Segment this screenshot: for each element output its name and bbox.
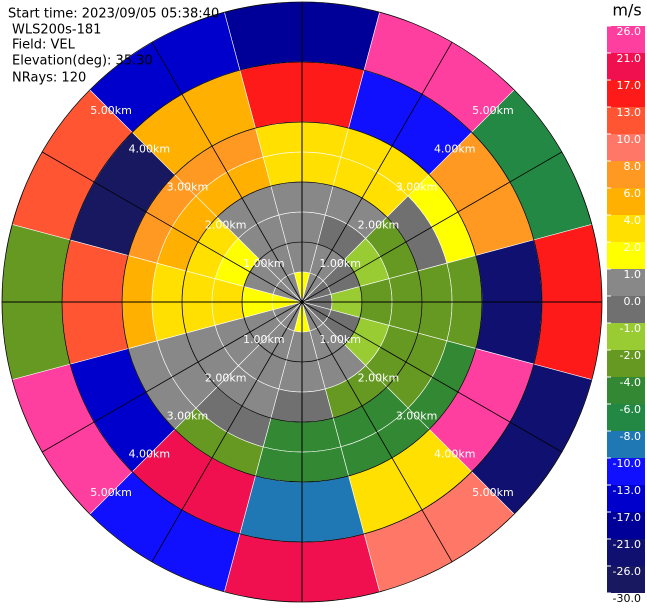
ring-label: 1.00km — [243, 257, 285, 270]
ring-label: 1.00km — [319, 257, 361, 270]
header: Start time: 2023/09/05 05:38:40 WLS200s-… — [8, 7, 219, 86]
header-line: Field: VEL — [12, 38, 76, 53]
colorbar-label: -4.0 — [620, 376, 641, 389]
colorbar-label: 8.0 — [624, 160, 642, 173]
colorbar-label: 10.0 — [617, 133, 642, 146]
colorbar-label: -26.0 — [613, 565, 641, 578]
colorbar-label: 4.0 — [624, 214, 642, 227]
spoke — [151, 41, 453, 563]
ring-label: 4.00km — [128, 142, 170, 155]
ring-label: 4.00km — [128, 448, 170, 461]
ring-label: 2.00km — [358, 371, 400, 384]
ring-label: 2.00km — [358, 219, 400, 232]
colorbar-label: -10.0 — [613, 457, 641, 470]
colorbar-label: 13.0 — [617, 106, 642, 119]
colorbar-unit: m/s — [612, 1, 641, 20]
ring-label: 3.00km — [167, 410, 209, 423]
colorbar-segment — [607, 242, 645, 269]
colorbar-segment — [607, 215, 645, 242]
colorbar-label: -2.0 — [620, 349, 641, 362]
colorbar-segment — [607, 377, 645, 404]
ring-label: 4.00km — [434, 142, 476, 155]
colorbar-segment — [607, 566, 645, 593]
ring-label: 3.00km — [167, 180, 209, 193]
range-ring — [241, 241, 363, 363]
colorbar-label: -6.0 — [620, 403, 641, 416]
colorbar-label: 21.0 — [617, 52, 642, 65]
ring-label: 5.00km — [90, 486, 132, 499]
ring-label: 2.00km — [205, 219, 247, 232]
header-line: Elevation(deg): 35.30 — [12, 54, 153, 69]
ring-labels: 1.00km 1.00km 1.00km 1.00km 2.00km 2.00km 2.00… — [90, 104, 513, 499]
colorbar-label: -8.0 — [620, 430, 641, 443]
colorbar-label: -17.0 — [613, 511, 641, 524]
ring-label: 5.00km — [472, 104, 514, 117]
colorbar-segment — [607, 188, 645, 215]
colorbar-label: -30.0 — [613, 592, 641, 605]
header-line: NRays: 120 — [12, 71, 86, 86]
colorbar-label: -13.0 — [613, 484, 641, 497]
colorbar-label: 26.0 — [617, 25, 642, 38]
range-ring — [1, 1, 603, 603]
range-ring — [121, 121, 483, 483]
ring-label: 1.00km — [243, 333, 285, 346]
colorbar-label: -1.0 — [620, 322, 641, 335]
colorbar-segment — [607, 404, 645, 431]
colorbar-segment — [607, 80, 645, 107]
range-ring — [181, 181, 423, 423]
colorbar-segment — [607, 512, 645, 539]
ring-label: 3.00km — [396, 410, 438, 423]
colorbar-segment — [607, 269, 645, 296]
colorbar-segment — [607, 485, 645, 512]
colorbar-label: 1.0 — [624, 268, 642, 281]
colorbar-label: 0.0 — [624, 295, 642, 308]
colorbar-segment — [607, 323, 645, 350]
header-line: WLS200s-181 — [12, 23, 101, 38]
colorbar-segment — [607, 161, 645, 188]
colorbar-segment — [607, 296, 645, 323]
ring-label: 2.00km — [205, 371, 247, 384]
colorbar-segment — [607, 350, 645, 377]
ring-label: 1.00km — [319, 333, 361, 346]
colorbar-segment — [607, 134, 645, 161]
colorbar-label: 17.0 — [617, 79, 642, 92]
range-ring — [61, 61, 543, 543]
colorbar-label: -21.0 — [613, 538, 641, 551]
colorbar: 26.0 21.0 17.0 13.0 10.0 8.0 6.0 4.0 2.0 1.0 0.0 -1… — [607, 25, 645, 605]
colorbar-segment — [607, 458, 645, 485]
ring-label: 5.00km — [472, 486, 514, 499]
colorbar-segment — [607, 107, 645, 134]
colorbar-segment — [607, 26, 645, 53]
ring-label: 5.00km — [90, 104, 132, 117]
overlay — [1, 1, 603, 603]
colorbar-segment — [607, 53, 645, 80]
colorbar-segment — [607, 539, 645, 566]
colorbar-label: 2.0 — [624, 241, 642, 254]
ring-label: 4.00km — [434, 448, 476, 461]
colorbar-segment — [607, 431, 645, 458]
ring-label: 3.00km — [396, 180, 438, 193]
colorbar-label: 6.0 — [624, 187, 642, 200]
header-line: Start time: 2023/09/05 05:38:40 — [8, 7, 219, 22]
